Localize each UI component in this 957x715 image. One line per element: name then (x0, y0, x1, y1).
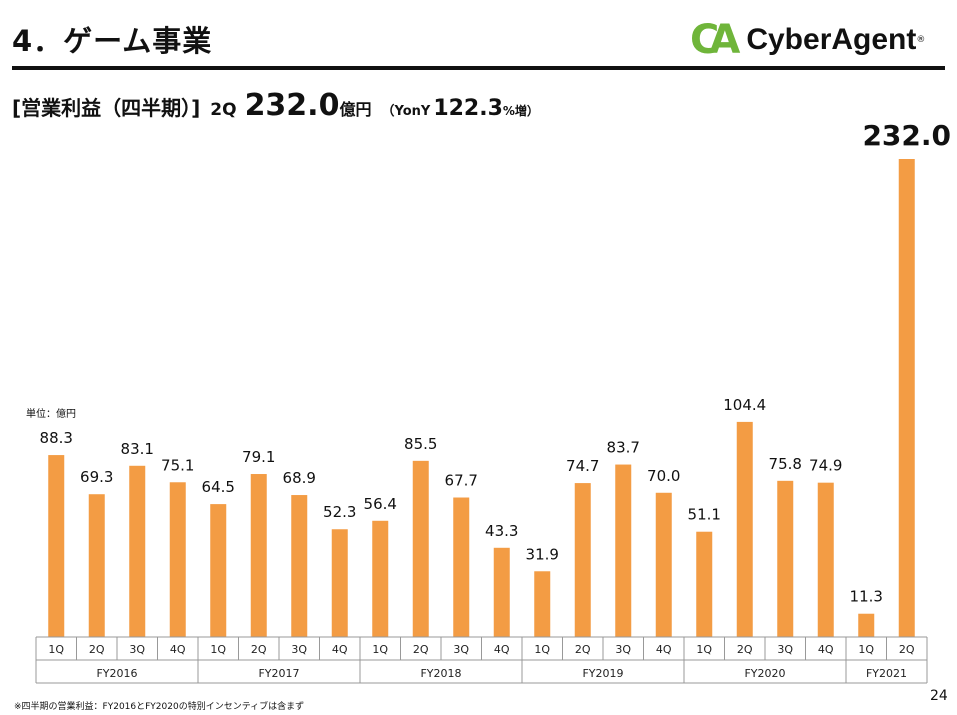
category-label-1: 2Q (89, 643, 105, 656)
bar-20 (858, 613, 875, 637)
value-label-20: 11.3 (850, 588, 883, 606)
group-label-0: FY2016 (96, 667, 137, 680)
value-label-10: 67.7 (445, 472, 478, 490)
bar-16 (696, 531, 713, 637)
registered-mark-icon: ® (916, 35, 926, 45)
value-label-8: 56.4 (364, 495, 397, 513)
yoy-value: 122.3 (433, 96, 503, 121)
title-divider (12, 66, 945, 70)
bar-12 (534, 571, 551, 637)
category-label-9: 2Q (413, 643, 429, 656)
category-label-21: 2Q (899, 643, 915, 656)
bar-10 (453, 497, 470, 637)
logo-wordmark: CyberAgent (746, 23, 917, 56)
unit-label: 単位：億円 (26, 409, 76, 420)
value-label-11: 43.3 (485, 522, 518, 540)
yoy-unit: %増） (502, 104, 539, 118)
category-label-10: 3Q (453, 643, 469, 656)
value-label-7: 52.3 (323, 503, 356, 521)
headline-summary: [営業利益（四半期）] 2Q 232.0 億円 （YonY 122.3 %増） (12, 88, 539, 123)
category-label-17: 2Q (737, 643, 753, 656)
bar-6 (291, 495, 308, 637)
category-label-2: 3Q (129, 643, 145, 656)
group-label-3: FY2019 (582, 667, 623, 680)
value-label-19: 74.9 (809, 457, 842, 475)
footnote: ※四半期の営業利益：FY2016とFY2020の特別インセンティブは含まず (14, 702, 305, 712)
bar-2 (129, 465, 146, 637)
value-label-12: 31.9 (526, 545, 559, 563)
category-label-13: 2Q (575, 643, 591, 656)
value-label-21: 232.0 (862, 119, 951, 152)
bar-7 (331, 529, 348, 637)
group-label-2: FY2018 (420, 667, 461, 680)
headline-value: 232.0 (244, 88, 340, 123)
category-label-15: 4Q (656, 643, 672, 656)
group-label-1: FY2017 (258, 667, 299, 680)
bar-19 (817, 482, 834, 637)
value-label-2: 83.1 (121, 440, 154, 458)
group-label-4: FY2020 (744, 667, 785, 680)
page-title: 4．ゲーム事業 (12, 24, 213, 58)
value-label-1: 69.3 (80, 468, 113, 486)
category-label-20: 1Q (858, 643, 874, 656)
category-label-12: 1Q (534, 643, 550, 656)
value-label-4: 64.5 (202, 478, 235, 496)
bar-15 (655, 492, 672, 637)
value-label-17: 104.4 (723, 396, 766, 414)
category-label-18: 3Q (777, 643, 793, 656)
value-label-9: 85.5 (404, 435, 437, 453)
category-label-4: 1Q (210, 643, 226, 656)
headline-unit: 億円 (339, 100, 372, 119)
category-label-8: 1Q (372, 643, 388, 656)
yoy-label: （YonY (381, 104, 431, 119)
category-label-16: 1Q (696, 643, 712, 656)
value-label-16: 51.1 (688, 506, 721, 524)
bar-9 (412, 460, 429, 637)
bar-4 (210, 504, 227, 637)
category-label-7: 4Q (332, 643, 348, 656)
category-label-11: 4Q (494, 643, 510, 656)
value-label-13: 74.7 (566, 457, 599, 475)
bar-0 (48, 455, 65, 637)
page-number: 24 (930, 688, 948, 704)
bar-13 (574, 483, 591, 637)
bar-3 (169, 482, 186, 637)
value-label-15: 70.0 (647, 467, 680, 485)
value-label-5: 79.1 (242, 448, 275, 466)
value-label-6: 68.9 (283, 469, 316, 487)
category-label-5: 2Q (251, 643, 267, 656)
headline-period: 2Q (210, 100, 237, 120)
category-label-3: 4Q (170, 643, 186, 656)
category-label-0: 1Q (48, 643, 64, 656)
value-label-18: 75.8 (769, 455, 802, 473)
category-label-14: 3Q (615, 643, 631, 656)
value-label-14: 83.7 (607, 439, 640, 457)
bar-1 (88, 494, 105, 637)
category-label-6: 3Q (291, 643, 307, 656)
bar-8 (372, 520, 389, 637)
bar-5 (250, 474, 267, 637)
value-label-0: 88.3 (40, 429, 73, 447)
category-label-19: 4Q (818, 643, 834, 656)
headline-label: [営業利益（四半期）] (12, 96, 201, 120)
bar-11 (493, 547, 510, 637)
bar-17 (736, 421, 753, 637)
bar-14 (615, 464, 632, 637)
group-label-5: FY2021 (866, 667, 907, 680)
bar-18 (777, 480, 794, 637)
bar-21 (898, 159, 915, 637)
value-label-3: 75.1 (161, 456, 194, 474)
